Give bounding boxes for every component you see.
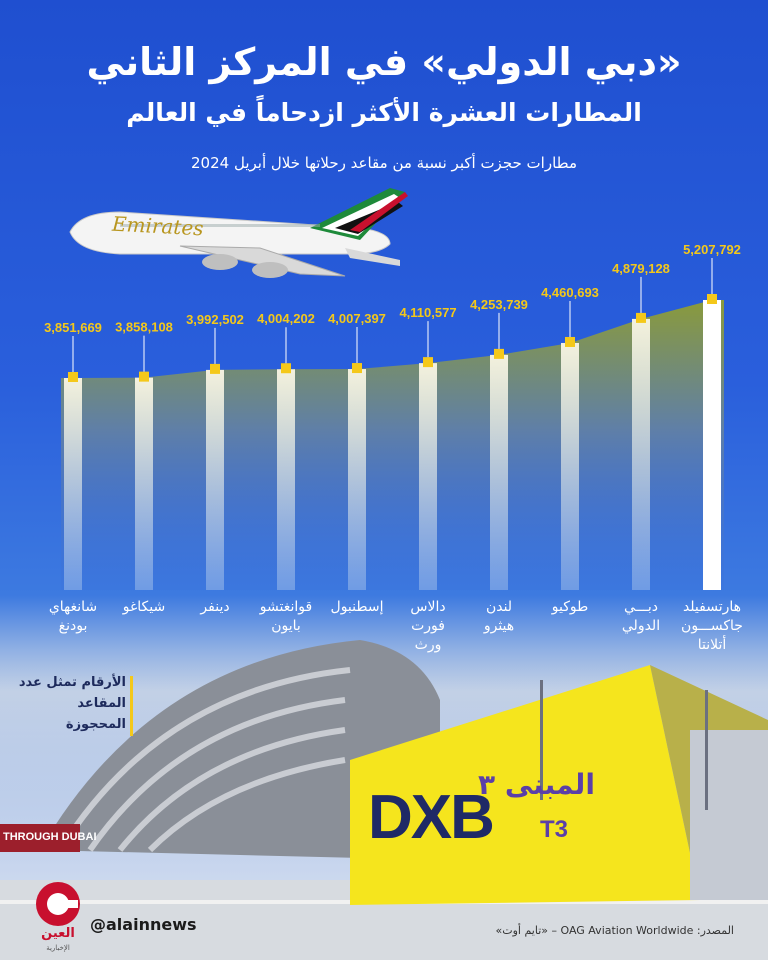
category-label-line: إسطنبول	[330, 599, 384, 615]
terminal-banner: THROUGH DUBAI	[3, 831, 97, 843]
data-label: 4,879,128	[612, 261, 670, 276]
category-label-line: قوانغتشو	[259, 599, 313, 615]
category-label: إسطنبول	[320, 598, 394, 617]
plane-livery: Emirates	[111, 211, 205, 241]
trend-area	[61, 300, 724, 590]
data-label: 3,851,669	[44, 320, 102, 335]
bar-marker	[636, 312, 646, 323]
data-label: 4,460,693	[541, 285, 599, 300]
category-label-line: لندن	[485, 599, 513, 615]
bar	[561, 342, 579, 590]
category-label: قوانغتشو بايون	[249, 598, 323, 636]
chart: 3,851,669 3,858,108 3,992,502 4,004,202 4,00…	[44, 242, 741, 590]
social-handle[interactable]: @alainnews	[90, 915, 197, 934]
category-label-line: هارتسفيلد	[682, 599, 742, 615]
category-label: هارتسفيلد جاكســـون أتلانتا	[675, 598, 749, 655]
category-label-line: طوكيو	[551, 599, 589, 615]
category-label: طوكيو	[533, 598, 607, 617]
data-label: 5,207,792	[683, 242, 741, 257]
bar-marker	[494, 348, 504, 359]
bar	[703, 300, 721, 590]
data-label: 4,007,397	[328, 311, 386, 326]
bar	[419, 363, 437, 590]
category-label: دبـــي الدولي	[604, 598, 678, 636]
category-label-line: الدولي	[621, 618, 661, 634]
category-label-line: شانغهاي	[48, 599, 98, 615]
bar-marker	[707, 294, 717, 304]
category-label-line: بايون	[271, 618, 301, 634]
category-label-line: أتلانتا	[697, 637, 727, 653]
page-title: «دبي الدولي» في المركز الثاني	[86, 40, 682, 84]
category-label: شانغهاي بودنغ	[36, 598, 110, 636]
bar	[632, 318, 650, 590]
data-label: 4,004,202	[257, 311, 315, 326]
category-label-line: دبـــي	[623, 599, 659, 615]
alain-logo	[36, 882, 80, 926]
category-label-line: فورت	[411, 618, 445, 634]
bar-marker	[210, 363, 220, 374]
category-label-line: ورث	[414, 637, 442, 653]
bar	[277, 369, 295, 590]
bar-marker	[139, 371, 149, 382]
legend-note: الأرقام تمثل عدد المقاعد المحجوزة	[18, 675, 126, 732]
bar-marker	[68, 372, 78, 382]
terminal-code-sign: T3	[540, 816, 569, 843]
source-note: المصدر: OAG Aviation Worldwide – «تايم أ…	[495, 924, 734, 937]
category-label-line: بودنغ	[58, 618, 88, 634]
category-label-line: دالاس	[410, 599, 446, 615]
terminal-arabic-sign: المبنى ٣	[478, 768, 595, 801]
bar	[206, 369, 224, 590]
chart-description: مطارات حجزت أكبر نسبة من مقاعد رحلاتها خ…	[191, 154, 577, 172]
dxb-sign: DXB	[368, 783, 495, 852]
category-label: لندن هيثرو	[462, 598, 536, 636]
bar	[135, 377, 153, 590]
data-label: 4,253,739	[470, 297, 528, 312]
category-label-line: جاكســـون	[681, 618, 743, 634]
category-label: دينفر	[178, 598, 252, 617]
category-label: شيكاغو	[107, 598, 181, 617]
logo-text: العين	[41, 926, 75, 941]
bar	[348, 369, 366, 590]
bar-marker	[565, 336, 575, 347]
data-label: 3,858,108	[115, 320, 173, 335]
category-label-line: شيكاغو	[122, 599, 166, 615]
logo-subtext: الإخبارية	[46, 944, 70, 952]
note-accent-line	[130, 676, 133, 736]
bar-marker	[352, 363, 362, 374]
data-label: 4,110,577	[399, 305, 456, 320]
bar	[490, 354, 508, 590]
category-label: دالاس فورت ورث	[391, 598, 465, 655]
category-label-line: هيثرو	[483, 618, 515, 634]
category-label-line: دينفر	[200, 599, 230, 615]
airplane-illustration	[69, 188, 408, 278]
bar-marker	[423, 357, 433, 368]
bar-marker	[281, 363, 291, 374]
page-subtitle: المطارات العشرة الأكثر ازدحاماً في العال…	[126, 98, 642, 127]
data-label: 3,992,502	[186, 312, 244, 327]
bar	[64, 378, 82, 590]
